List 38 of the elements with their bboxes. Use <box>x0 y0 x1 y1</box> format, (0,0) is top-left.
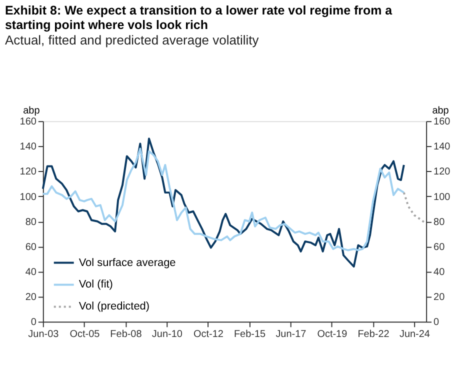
y2-tick-label: 120 <box>434 166 451 178</box>
line-series <box>42 148 405 252</box>
y-tick-label: 100 <box>20 192 37 203</box>
chart-subtitle: Actual, fitted and predicted average volatility <box>4 32 260 48</box>
x-tick-label: Jun-03 <box>28 329 60 340</box>
y2-tick-label: 100 <box>434 192 451 203</box>
chart-title: Exhibit 8: We expect a transition to a lower rate vol regime from a starting point where vols look rich <box>4 3 394 32</box>
legend-label: Vol (fit) <box>78 278 113 291</box>
y-tick-label: 120 <box>20 166 37 178</box>
x-tick-label: Oct-05 <box>70 329 100 340</box>
y-tick-label: 40 <box>25 267 37 278</box>
x-tick-label: Oct-12 <box>194 329 224 340</box>
y2-tick-label: 160 <box>434 116 451 128</box>
y-tick-label: 60 <box>25 242 37 253</box>
x-tick-label: Oct-19 <box>317 329 348 340</box>
y2-tick-label: 40 <box>434 267 446 278</box>
y2-tick-label: 60 <box>434 242 446 253</box>
y2-tick-label: 140 <box>434 142 451 153</box>
line-series <box>402 192 428 225</box>
y2-tick-label: 0 <box>434 317 440 328</box>
legend-label: Vol surface average <box>78 256 176 269</box>
y2-tick-label: 20 <box>434 292 446 304</box>
y-tick-label: 80 <box>25 216 37 228</box>
y-tick-label: 0 <box>30 317 37 328</box>
x-tick-label: Feb-08 <box>110 329 142 340</box>
legend-label: Vol (predicted) <box>78 300 150 313</box>
y2-tick-label: 80 <box>434 216 446 228</box>
x-tick-label: Feb-22 <box>358 329 390 340</box>
y-axis-title: abp <box>23 106 40 117</box>
x-tick-label: Jun-24 <box>399 329 430 340</box>
y-tick-label: 160 <box>20 116 37 128</box>
line-series <box>42 138 405 268</box>
y-tick-label: 140 <box>20 142 37 153</box>
x-tick-label: Jun-10 <box>152 329 183 340</box>
x-tick-label: Jun-17 <box>276 329 307 340</box>
y-tick-label: 20 <box>25 292 37 304</box>
y2-axis-title: abp <box>432 106 450 117</box>
x-tick-label: Feb-15 <box>234 329 266 340</box>
